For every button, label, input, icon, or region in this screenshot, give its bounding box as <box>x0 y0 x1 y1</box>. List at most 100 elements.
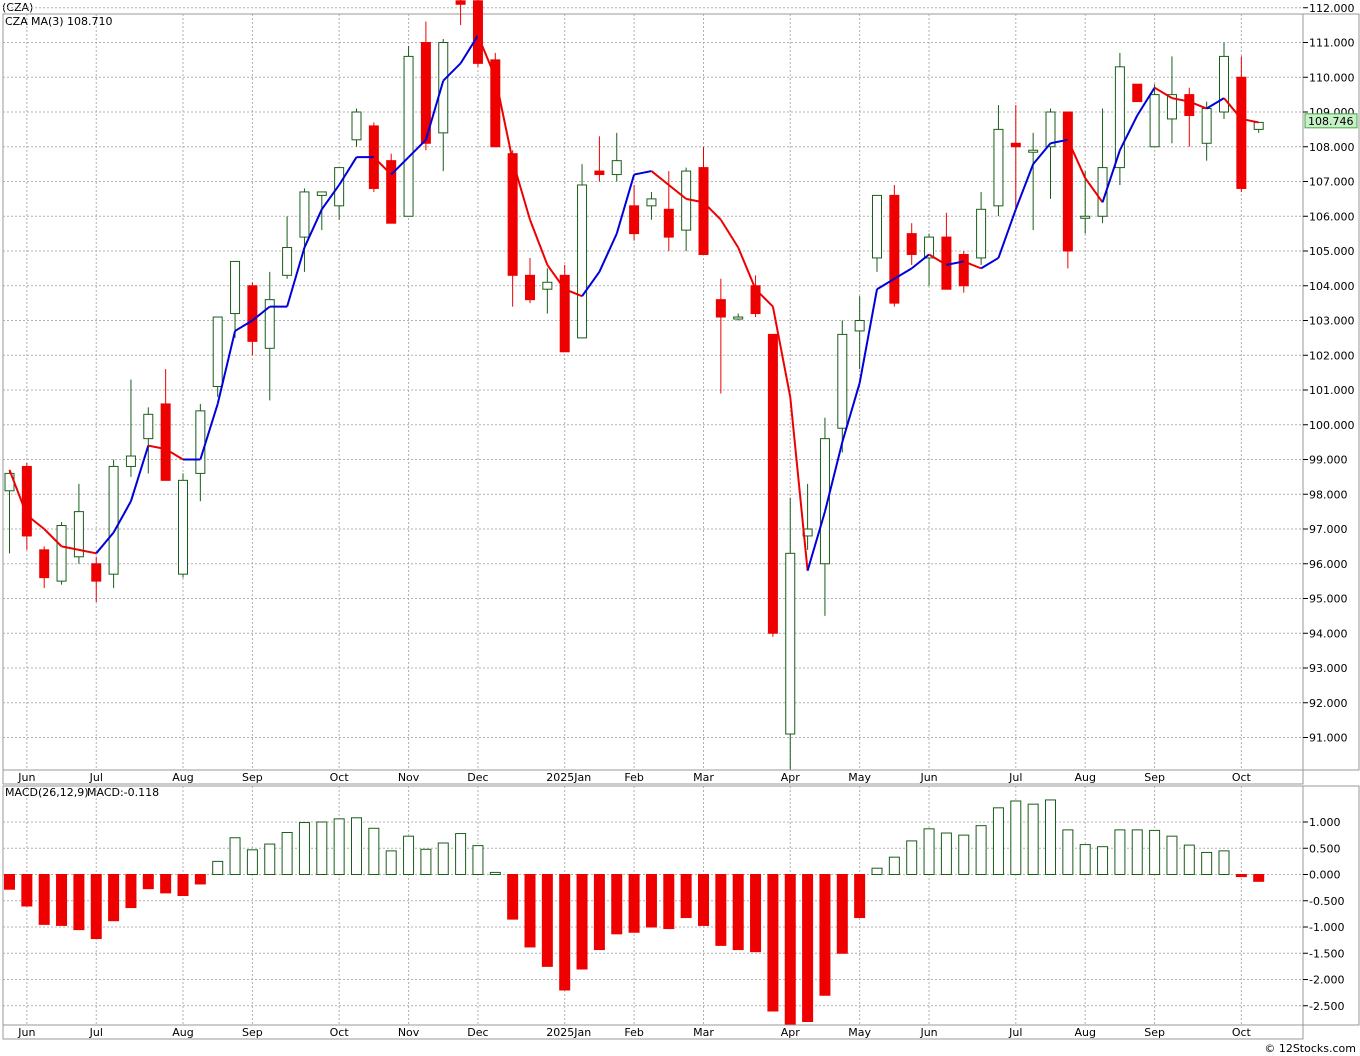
ma-line-segment <box>1084 177 1104 203</box>
price-xaxis-label: Jul <box>1008 771 1022 784</box>
macd-bar <box>160 874 172 894</box>
price-tick-label: 103.000 <box>1309 315 1355 328</box>
macd-bar <box>1149 829 1161 876</box>
price-tick-label: 99.000 <box>1309 454 1348 467</box>
candle-body <box>611 160 622 176</box>
macd-bar <box>212 860 224 875</box>
ma-line-segment <box>1206 97 1225 110</box>
macd-axis-frame <box>1302 785 1360 1026</box>
ma-line-segment <box>546 264 566 290</box>
macd-tick-label: -2.500 <box>1309 1000 1344 1013</box>
macd-bar <box>628 874 640 933</box>
ma-line-segment <box>1066 139 1087 179</box>
ma-line-segment <box>390 156 410 176</box>
ma-line-segment <box>633 170 652 176</box>
macd-bar <box>819 874 831 996</box>
ma-line-segment <box>459 35 479 64</box>
ma-line-segment <box>564 288 583 298</box>
macd-bar <box>1253 874 1265 882</box>
price-tick-label: 111.000 <box>1309 37 1355 50</box>
price-tick-label: 101.000 <box>1309 384 1355 397</box>
macd-bar <box>455 833 467 875</box>
macd-bar <box>333 818 345 875</box>
candle-body <box>178 479 188 575</box>
macd-bar <box>298 822 310 876</box>
macd-xaxis-label: Oct <box>1232 1026 1252 1039</box>
candle-body <box>629 205 640 235</box>
macd-bar <box>1027 803 1039 876</box>
candle-body <box>976 208 987 259</box>
macd-bar <box>750 874 762 953</box>
ma-line-segment <box>754 288 774 308</box>
ma-line-segment <box>477 35 497 78</box>
macd-legend-label: MACD(26,12,9) <box>5 786 89 799</box>
price-xaxis-label: Jun <box>919 771 937 784</box>
last-price-box <box>1304 113 1358 129</box>
candle-body <box>403 55 414 217</box>
candle-body <box>507 153 518 276</box>
candle-body <box>1028 149 1039 153</box>
candle-body <box>1010 142 1021 148</box>
ma-line-segment <box>373 156 392 176</box>
macd-bar <box>403 835 415 875</box>
ma-line-segment <box>1241 117 1259 124</box>
ma-line-segment <box>720 219 740 249</box>
macd-bar <box>871 867 883 876</box>
candle-body <box>1219 55 1229 113</box>
candle-body <box>715 299 726 318</box>
candle-body <box>1236 76 1247 189</box>
ma-line-segment <box>1119 115 1139 151</box>
ma-line-segment <box>598 233 618 273</box>
macd-bar <box>732 874 744 951</box>
ma-line-segment <box>165 448 184 461</box>
macd-bar <box>472 845 484 875</box>
macd-bar <box>940 832 952 876</box>
ma-line-segment <box>911 253 930 270</box>
macd-xaxis-label: Sep <box>1144 1026 1165 1039</box>
macd-xaxis-label: Jul <box>1008 1026 1022 1039</box>
candle-body <box>525 274 535 301</box>
macd-xaxis-label: Apr <box>781 1026 801 1039</box>
candle-body <box>924 236 935 259</box>
macd-bar <box>385 850 397 875</box>
macd-bar <box>767 874 779 1012</box>
macd-xaxis-label: Feb <box>624 1026 643 1039</box>
candle-body <box>767 333 778 634</box>
macd-bar <box>246 849 258 876</box>
ma-line-segment <box>1050 138 1069 145</box>
price-tick-label: 106.000 <box>1309 210 1355 223</box>
macd-bar <box>4 874 15 890</box>
candle-body <box>264 299 275 349</box>
candle-body <box>195 410 206 474</box>
macd-bar <box>645 874 657 928</box>
macd-xaxis-label: Jun <box>17 1026 35 1039</box>
candle-body <box>1149 94 1160 148</box>
ma-line-segment <box>858 289 878 384</box>
candle-body <box>577 184 588 339</box>
ma-line-segment <box>286 247 306 307</box>
candle-body <box>889 194 900 304</box>
price-tick-label: 108.000 <box>1309 141 1355 154</box>
macd-bar <box>1201 851 1213 876</box>
macd-tick-label: 0.000 <box>1309 869 1341 882</box>
macd-bar <box>1218 850 1230 875</box>
candle-body <box>39 549 50 579</box>
candle-body <box>542 281 553 290</box>
candle-body <box>299 191 310 238</box>
macd-bar <box>611 874 623 935</box>
macd-bar <box>715 874 727 946</box>
macd-xaxis-label: 2025Jan <box>546 1026 591 1039</box>
macd-bar <box>541 874 553 967</box>
candle-body <box>958 253 969 287</box>
candle-body <box>872 194 882 259</box>
macd-bar <box>38 874 50 925</box>
macd-bar <box>368 827 380 875</box>
macd-bar <box>229 837 241 875</box>
candle-body <box>559 274 570 353</box>
price-tick-label: 100.000 <box>1309 419 1355 432</box>
macd-bar <box>1183 844 1195 875</box>
ma-line-segment <box>112 500 132 533</box>
candle-body <box>837 333 848 429</box>
macd-bar <box>194 874 206 885</box>
ma-line-segment <box>997 208 1017 259</box>
